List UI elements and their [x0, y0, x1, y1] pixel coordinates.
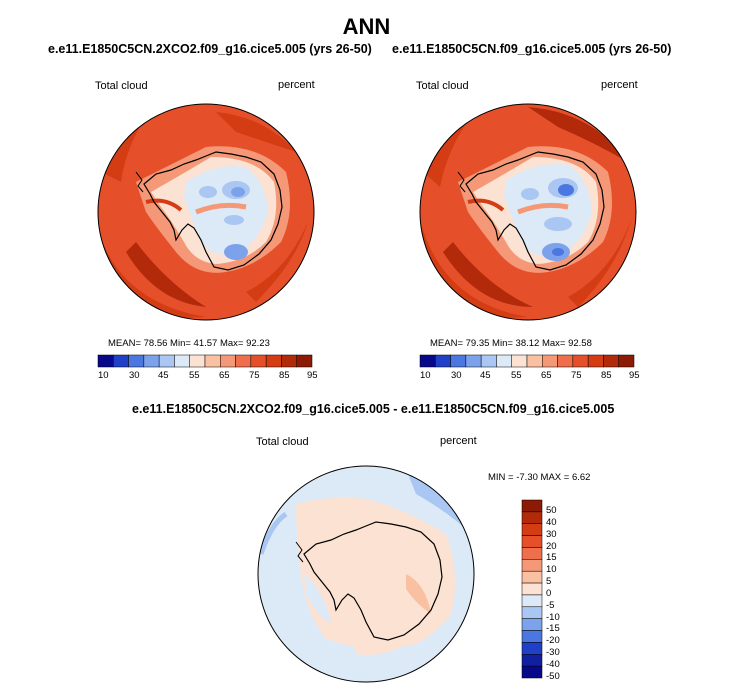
- colorbar-swatch: [521, 511, 543, 524]
- panel1-colorbar-labels: 10 30 45 55 65 75 85 95: [98, 370, 318, 382]
- panel1-units-label: percent: [278, 79, 315, 91]
- diff-title: e.e11.E1850C5CN.2XCO2.f09_g16.cice5.005 …: [132, 402, 615, 416]
- colorbar-swatch: [174, 354, 190, 368]
- colorbar-swatch: [189, 354, 206, 368]
- colorbar-swatch: [97, 354, 114, 368]
- colorbar-label: 75: [571, 370, 582, 381]
- colorbar-label: 95: [629, 370, 640, 381]
- colorbar-swatch: [496, 354, 512, 368]
- colorbar-swatch: [542, 354, 558, 368]
- colorbar-swatch: [521, 547, 543, 560]
- colorbar-label: -5: [546, 600, 555, 611]
- diff-stats: MIN = -7.30 MAX = 6.62: [488, 472, 591, 483]
- colorbar-swatch: [158, 354, 175, 368]
- colorbar-swatch: [480, 354, 497, 368]
- colorbar-label: -30: [546, 647, 560, 658]
- diff-units-label: percent: [440, 435, 477, 447]
- colorbar-label: 55: [189, 370, 200, 381]
- colorbar-swatch: [521, 499, 543, 513]
- colorbar-label: 15: [546, 552, 557, 563]
- colorbar-swatch: [521, 570, 543, 584]
- colorbar-swatch: [521, 630, 543, 643]
- diff-map: [257, 465, 475, 683]
- panel2-case-title: e.e11.E1850C5CN.f09_g16.cice5.005 (yrs 2…: [392, 42, 672, 56]
- colorbar-label: 30: [451, 370, 462, 381]
- colorbar-swatch: [603, 354, 619, 368]
- colorbar-swatch: [435, 354, 451, 368]
- colorbar-swatch: [128, 354, 145, 368]
- colorbar-label: 50: [546, 505, 557, 516]
- panel2-units-label: percent: [601, 79, 638, 91]
- colorbar-swatch: [296, 354, 313, 368]
- colorbar-label: 10: [420, 370, 431, 381]
- colorbar-swatch: [572, 354, 589, 368]
- colorbar-swatch: [250, 354, 267, 368]
- panel1-colorbar: [97, 354, 313, 368]
- diff-colorbar-labels: 50 40 30 20 15 10 5 0 -5 -10 -15 -20 -30…: [546, 500, 576, 682]
- colorbar-swatch: [521, 559, 543, 572]
- colorbar-label: 30: [546, 529, 557, 540]
- panel2-variable-label: Total cloud: [416, 80, 469, 92]
- colorbar-swatch: [265, 354, 282, 368]
- colorbar-swatch: [521, 665, 543, 679]
- colorbar-swatch: [204, 354, 221, 368]
- colorbar-label: 65: [219, 370, 230, 381]
- colorbar-label: -40: [546, 659, 560, 670]
- colorbar-label: 45: [480, 370, 491, 381]
- colorbar-label: 10: [98, 370, 109, 381]
- colorbar-label: 75: [249, 370, 260, 381]
- colorbar-swatch: [618, 354, 635, 368]
- colorbar-swatch: [521, 523, 543, 536]
- colorbar-swatch: [235, 354, 252, 368]
- diff-variable-label: Total cloud: [256, 436, 309, 448]
- colorbar-label: 30: [129, 370, 140, 381]
- colorbar-label: 20: [546, 541, 557, 552]
- colorbar-label: -20: [546, 635, 560, 646]
- colorbar-swatch: [557, 354, 574, 368]
- colorbar-swatch: [143, 354, 160, 368]
- colorbar-swatch: [419, 354, 436, 368]
- diff-colorbar: [521, 499, 543, 679]
- colorbar-label: 0: [546, 588, 552, 599]
- colorbar-label: 55: [511, 370, 522, 381]
- panel2-stats: MEAN= 79.35 Min= 38.12 Max= 92.58: [430, 338, 592, 349]
- colorbar-label: 85: [279, 370, 290, 381]
- colorbar-swatch: [521, 642, 543, 655]
- colorbar-label: 95: [307, 370, 318, 381]
- colorbar-swatch: [521, 606, 543, 619]
- colorbar-swatch: [511, 354, 528, 368]
- colorbar-label: 85: [601, 370, 612, 381]
- colorbar-swatch: [526, 354, 543, 368]
- colorbar-swatch: [113, 354, 129, 368]
- colorbar-label: -10: [546, 612, 560, 623]
- panel1-stats: MEAN= 78.56 Min= 41.57 Max= 92.23: [108, 338, 270, 349]
- colorbar-label: -50: [546, 671, 560, 682]
- main-title: ANN: [342, 14, 391, 39]
- colorbar-label: 5: [546, 576, 552, 587]
- colorbar-swatch: [521, 535, 543, 548]
- colorbar-swatch: [465, 354, 482, 368]
- colorbar-label: 65: [541, 370, 552, 381]
- colorbar-swatch: [450, 354, 467, 368]
- panel2-colorbar: [419, 354, 635, 368]
- colorbar-swatch: [521, 582, 543, 596]
- panel2-colorbar-labels: 10 30 45 55 65 75 85 95: [420, 370, 640, 382]
- colorbar-label: 10: [546, 564, 557, 575]
- colorbar-swatch: [521, 654, 543, 667]
- panel1-case-title: e.e11.E1850C5CN.2XCO2.f09_g16.cice5.005 …: [48, 42, 372, 56]
- colorbar-swatch: [220, 354, 236, 368]
- panel1-variable-label: Total cloud: [95, 80, 148, 92]
- colorbar-swatch: [281, 354, 297, 368]
- colorbar-swatch: [521, 618, 543, 631]
- colorbar-swatch: [587, 354, 604, 368]
- panel2-map: [419, 103, 637, 321]
- panel1-map: [97, 103, 315, 321]
- colorbar-label: 40: [546, 517, 557, 528]
- colorbar-label: 45: [158, 370, 169, 381]
- colorbar-label: -15: [546, 623, 560, 634]
- colorbar-swatch: [521, 594, 543, 608]
